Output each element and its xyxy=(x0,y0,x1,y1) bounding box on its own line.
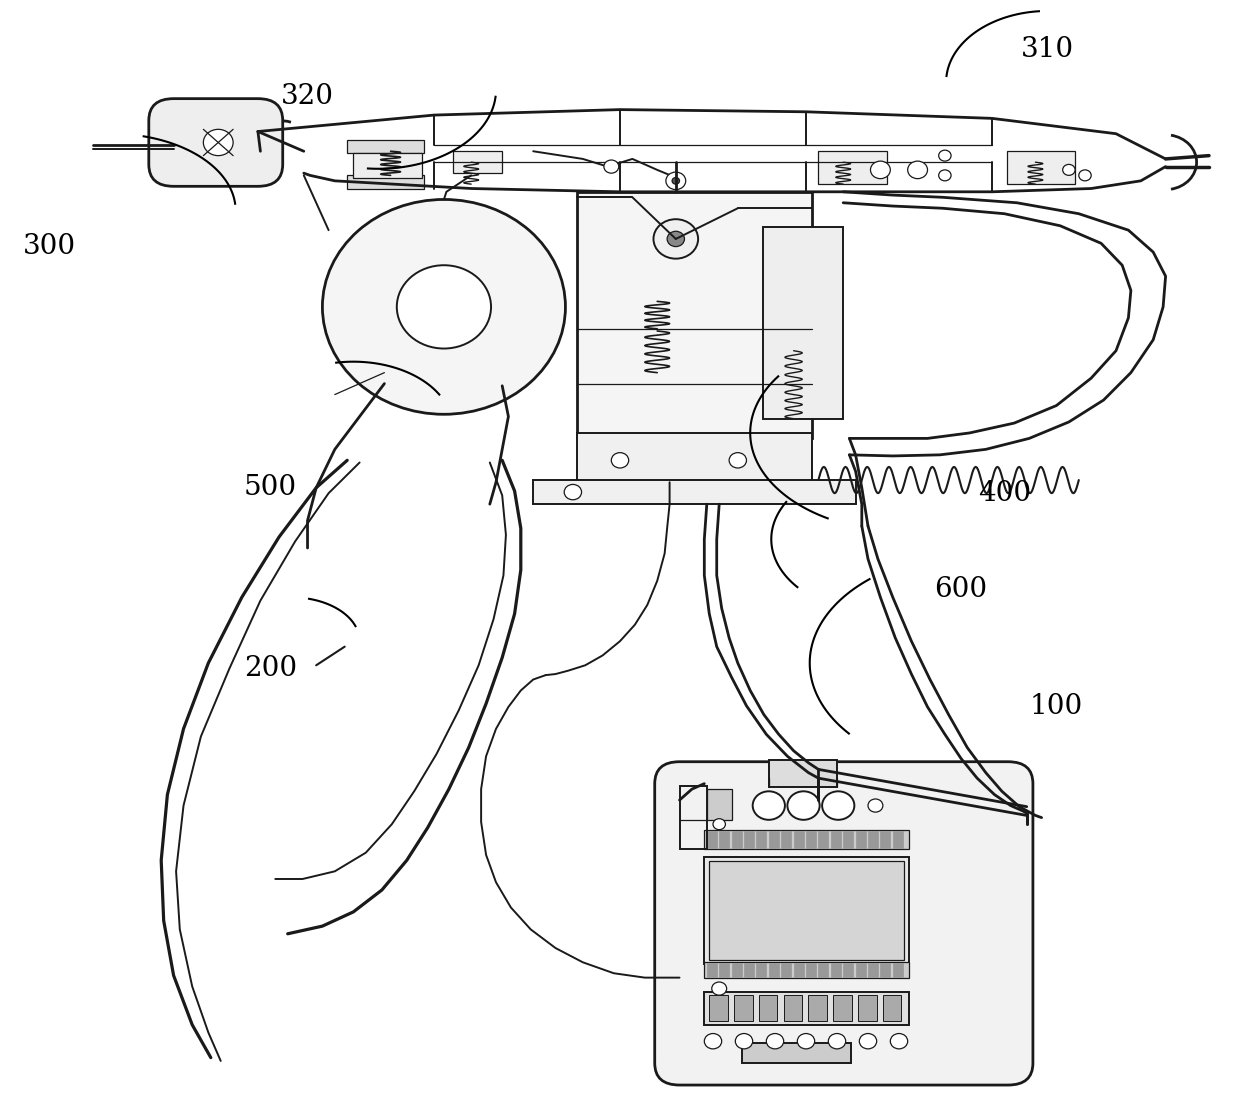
Circle shape xyxy=(397,265,491,349)
Bar xyxy=(756,963,766,977)
Circle shape xyxy=(604,160,619,173)
Bar xyxy=(709,995,728,1021)
Bar xyxy=(769,760,837,787)
Bar xyxy=(763,227,843,419)
Bar xyxy=(577,192,812,438)
Bar xyxy=(707,831,717,848)
Bar xyxy=(856,963,866,977)
Bar xyxy=(704,857,909,964)
Circle shape xyxy=(797,1034,815,1049)
Bar xyxy=(734,995,753,1021)
Bar xyxy=(794,963,804,977)
Bar xyxy=(818,831,828,848)
Bar xyxy=(843,831,853,848)
Bar xyxy=(744,831,754,848)
FancyBboxPatch shape xyxy=(149,99,283,186)
Bar xyxy=(704,992,909,1025)
Bar xyxy=(880,963,890,977)
Bar xyxy=(831,963,841,977)
Bar xyxy=(818,151,887,184)
Circle shape xyxy=(653,219,698,259)
Circle shape xyxy=(729,453,746,468)
Bar xyxy=(868,963,878,977)
Circle shape xyxy=(890,1034,908,1049)
Circle shape xyxy=(939,170,951,181)
Bar xyxy=(769,831,779,848)
Bar xyxy=(756,831,766,848)
Bar xyxy=(784,995,802,1021)
Bar xyxy=(577,433,812,482)
Bar xyxy=(744,963,754,977)
Bar xyxy=(719,963,729,977)
Circle shape xyxy=(939,150,951,161)
Bar xyxy=(707,789,732,820)
Circle shape xyxy=(1079,170,1091,181)
Bar xyxy=(742,1043,851,1063)
Bar xyxy=(856,831,866,848)
Circle shape xyxy=(704,1034,722,1049)
Text: 320: 320 xyxy=(281,83,334,110)
Circle shape xyxy=(672,178,680,184)
Circle shape xyxy=(908,161,928,179)
Circle shape xyxy=(667,231,684,247)
Bar xyxy=(833,995,852,1021)
Bar xyxy=(347,140,424,153)
Circle shape xyxy=(712,982,727,995)
Bar xyxy=(719,831,729,848)
Text: 400: 400 xyxy=(978,480,1030,506)
Bar xyxy=(794,831,804,848)
Circle shape xyxy=(753,791,785,820)
Bar xyxy=(806,831,816,848)
Circle shape xyxy=(787,791,820,820)
Circle shape xyxy=(713,819,725,830)
Bar xyxy=(704,830,909,849)
Text: 200: 200 xyxy=(244,655,296,682)
Bar xyxy=(858,995,877,1021)
Bar xyxy=(893,831,903,848)
Circle shape xyxy=(666,172,686,190)
Bar xyxy=(347,175,424,189)
Bar xyxy=(353,153,422,178)
Text: 310: 310 xyxy=(1022,36,1074,62)
Bar xyxy=(818,963,828,977)
Circle shape xyxy=(1063,164,1075,175)
Circle shape xyxy=(322,199,565,414)
Bar xyxy=(808,995,827,1021)
Text: 300: 300 xyxy=(24,233,76,260)
Text: 100: 100 xyxy=(1030,694,1083,720)
Bar xyxy=(831,831,841,848)
Text: 500: 500 xyxy=(244,475,296,501)
Circle shape xyxy=(870,161,890,179)
Bar xyxy=(533,480,856,504)
Bar xyxy=(732,831,742,848)
Bar xyxy=(453,151,502,173)
Bar xyxy=(759,995,777,1021)
Circle shape xyxy=(766,1034,784,1049)
Bar xyxy=(732,963,742,977)
Bar xyxy=(893,963,903,977)
Circle shape xyxy=(828,1034,846,1049)
Bar xyxy=(704,962,909,978)
Bar xyxy=(769,963,779,977)
Circle shape xyxy=(203,129,233,156)
Circle shape xyxy=(859,1034,877,1049)
Bar xyxy=(880,831,890,848)
Circle shape xyxy=(611,453,629,468)
Bar xyxy=(1007,151,1075,184)
Circle shape xyxy=(822,791,854,820)
Text: 600: 600 xyxy=(935,576,987,603)
Circle shape xyxy=(868,799,883,812)
Bar xyxy=(843,963,853,977)
Circle shape xyxy=(564,484,582,500)
Bar xyxy=(781,963,791,977)
Bar xyxy=(781,831,791,848)
Bar xyxy=(868,831,878,848)
Bar xyxy=(709,861,904,960)
Circle shape xyxy=(735,1034,753,1049)
Bar xyxy=(707,963,717,977)
Bar xyxy=(883,995,901,1021)
FancyBboxPatch shape xyxy=(655,762,1033,1085)
Bar xyxy=(680,786,707,849)
Bar xyxy=(806,963,816,977)
